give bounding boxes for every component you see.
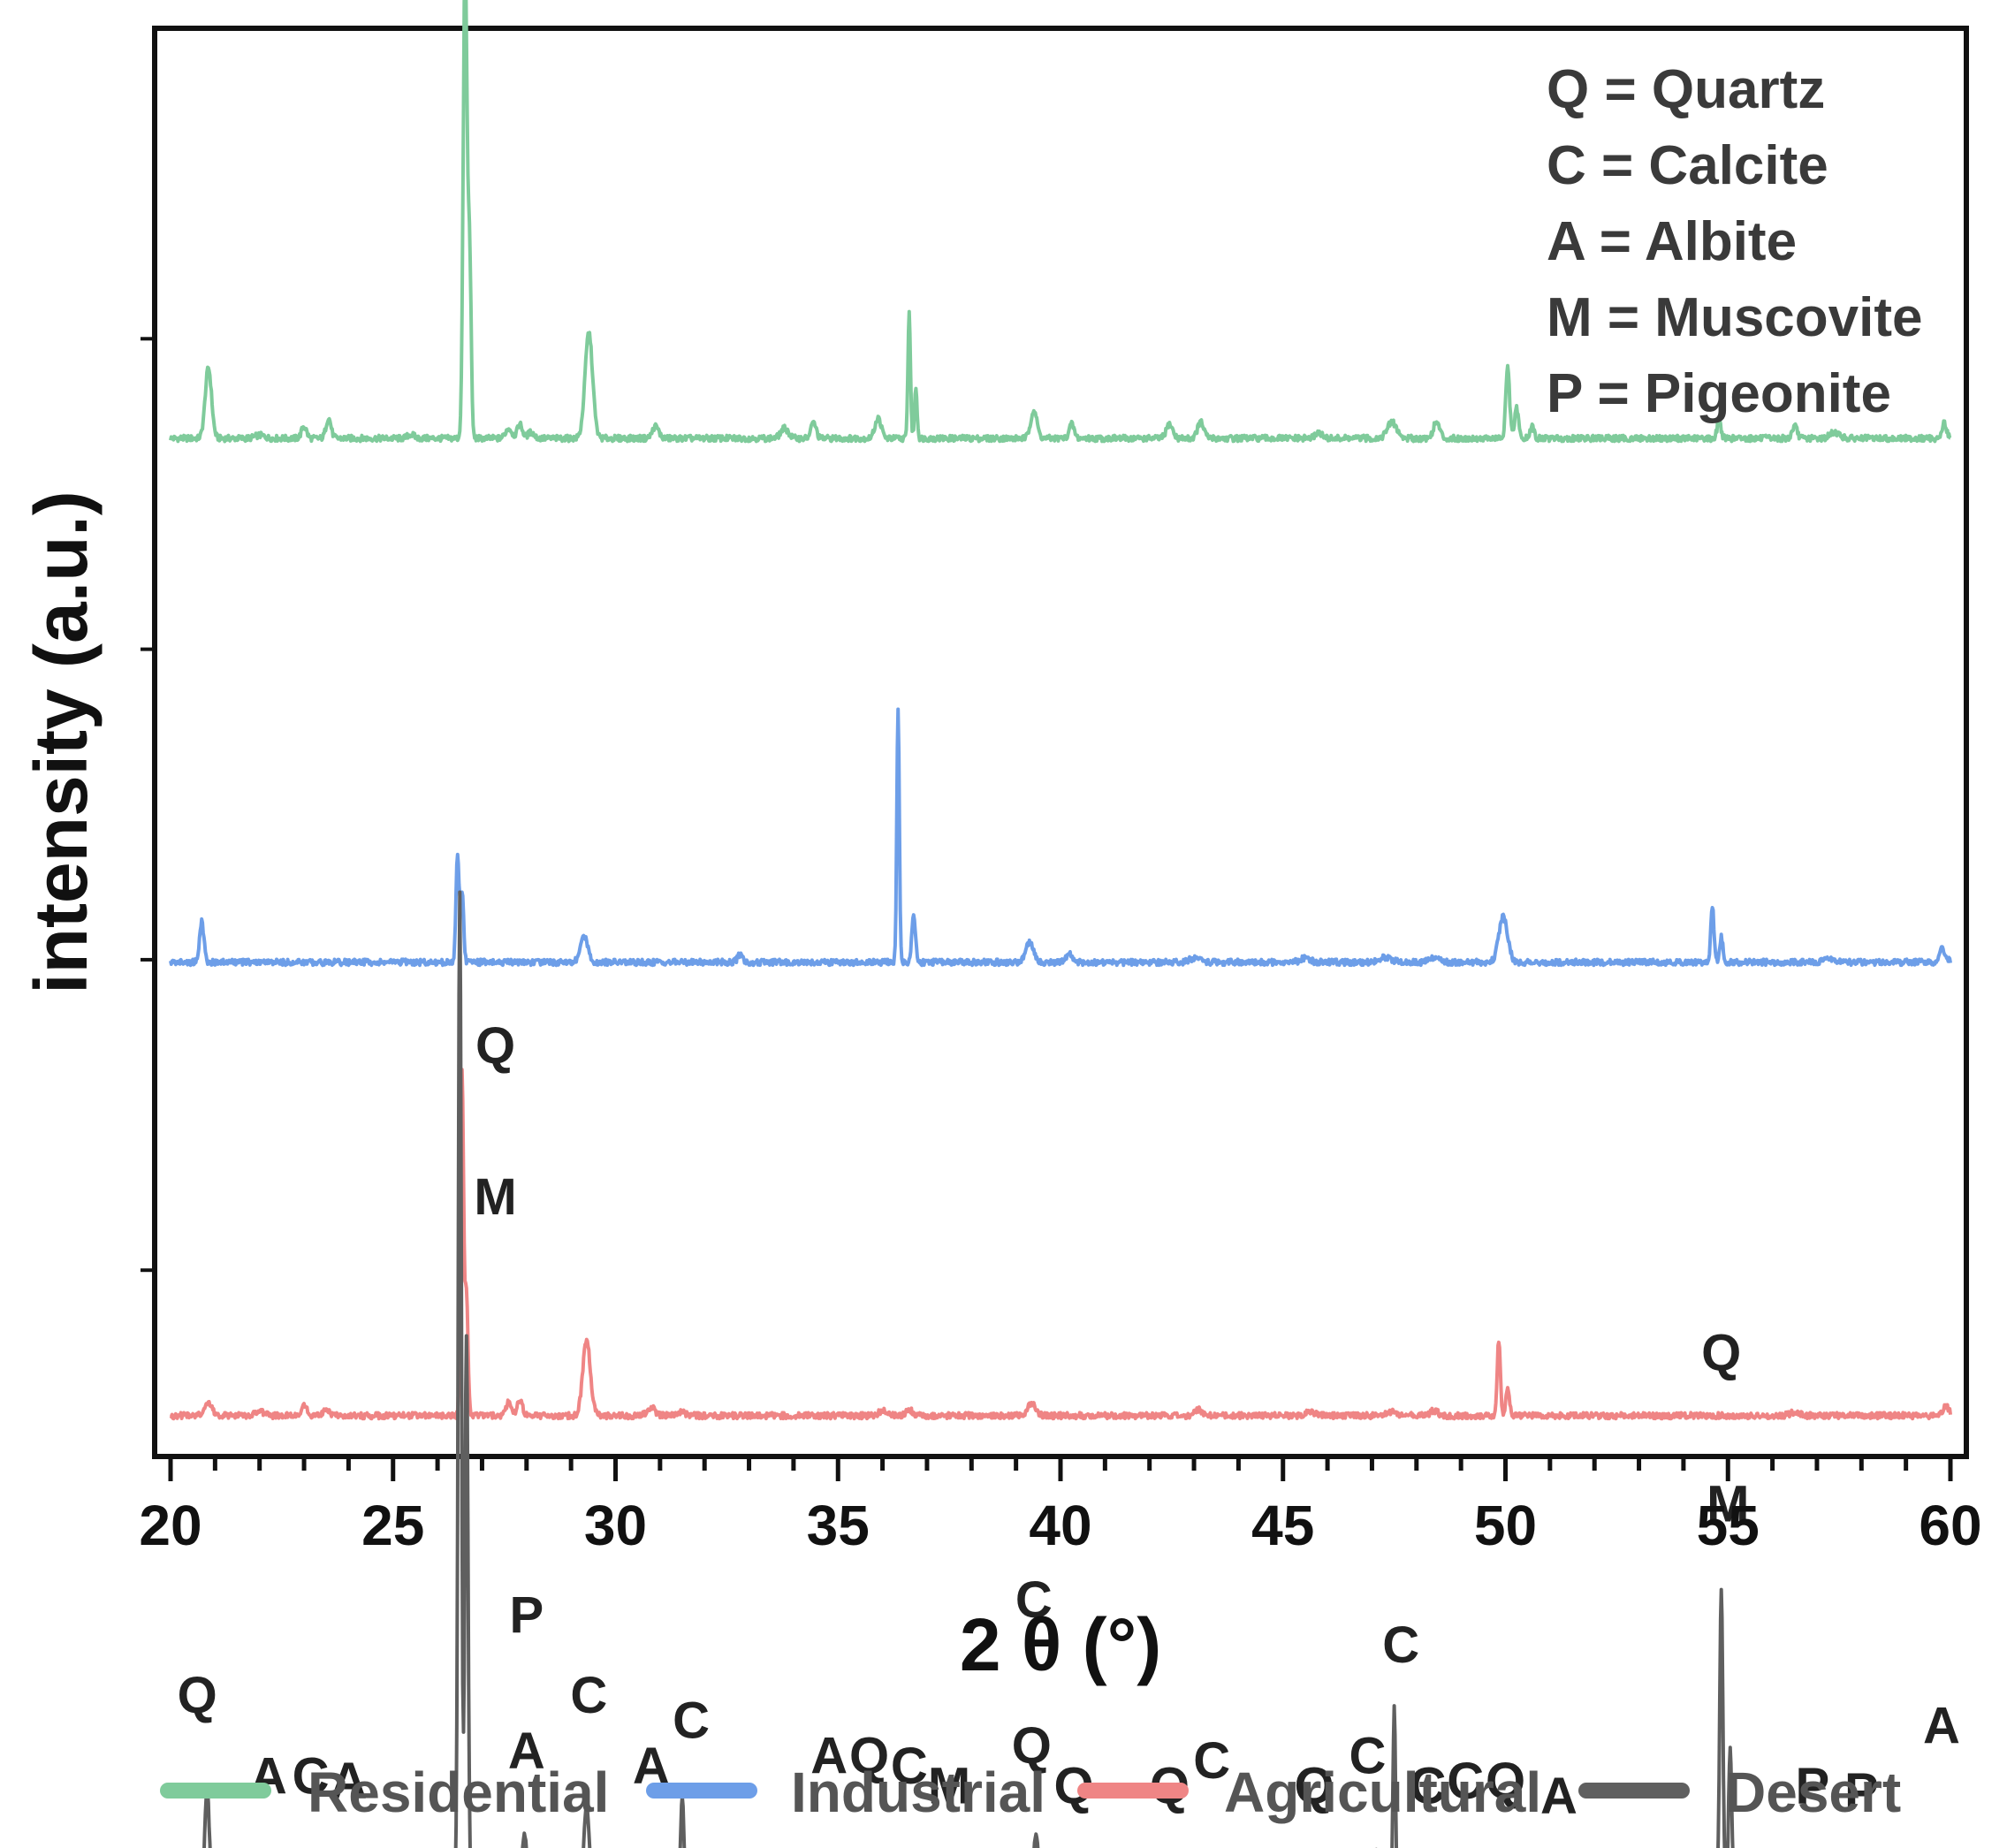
axes: 20 25 30 35 40 45 50 55 60 2 θ (°) intensity (a.u.… bbox=[19, 337, 1982, 1686]
peak-label: P bbox=[509, 1586, 544, 1644]
peak-label: Q bbox=[849, 1728, 889, 1785]
x-tick-label: 25 bbox=[361, 1494, 424, 1557]
x-tick-label: 60 bbox=[1919, 1494, 1981, 1557]
phase-key-entry: Q = Quartz bbox=[1547, 59, 1825, 120]
x-axis-title: 2 θ (°) bbox=[960, 1603, 1161, 1686]
peak-label: Q bbox=[1012, 1717, 1052, 1775]
legend-label-agricultural: Agricultural bbox=[1224, 1761, 1541, 1824]
x-tick-label: 30 bbox=[584, 1494, 647, 1557]
series-line-agricultural bbox=[169, 1068, 1952, 1421]
peak-label: A bbox=[508, 1723, 545, 1780]
peak-label: Q bbox=[1701, 1325, 1741, 1382]
phase-key-entry: M = Muscovite bbox=[1547, 287, 1923, 348]
x-tick-label: 40 bbox=[1029, 1494, 1091, 1557]
peak-label: C bbox=[570, 1667, 607, 1724]
legend-label-residential: Residential bbox=[308, 1761, 609, 1824]
legend-label-industrial: Industrial bbox=[791, 1761, 1045, 1824]
phase-key-entry: C = Calcite bbox=[1547, 135, 1828, 196]
peak-label: A bbox=[1923, 1697, 1960, 1754]
peak-label: P bbox=[1796, 1758, 1830, 1815]
peak-label: C bbox=[891, 1738, 928, 1795]
series-curves bbox=[169, 0, 1952, 1848]
peak-label: M bbox=[474, 1168, 516, 1226]
phase-key-entry: P = Pigeonite bbox=[1547, 363, 1891, 424]
peak-label: Q bbox=[1486, 1753, 1525, 1810]
legend-label-desert: Desert bbox=[1725, 1761, 1901, 1824]
series-line-desert bbox=[202, 890, 1735, 1848]
x-tick-label: 45 bbox=[1251, 1494, 1314, 1557]
peak-label: M bbox=[1707, 1476, 1749, 1533]
peak-label: Q bbox=[1294, 1758, 1334, 1815]
peak-label: C bbox=[1382, 1616, 1419, 1674]
phase-key-entry: A = Albite bbox=[1547, 211, 1797, 272]
x-tick-label: 55 bbox=[1697, 1494, 1760, 1557]
peak-label: C bbox=[673, 1692, 710, 1750]
peak-label: A bbox=[810, 1728, 848, 1785]
x-tick-label: 20 bbox=[139, 1494, 201, 1557]
peak-label: C bbox=[1349, 1728, 1386, 1785]
peak-label: C bbox=[293, 1747, 330, 1805]
peak-label: M bbox=[928, 1758, 970, 1815]
x-tick-label: 35 bbox=[807, 1494, 870, 1557]
peak-label: C bbox=[1409, 1758, 1446, 1815]
series-line-industrial bbox=[169, 707, 1952, 968]
peak-label: A bbox=[1540, 1768, 1577, 1825]
peak-label: C bbox=[1193, 1732, 1230, 1790]
phase-key: Q = Quartz C = Calcite A = Albite M = Musco… bbox=[1547, 59, 1923, 424]
x-tick-label: 50 bbox=[1474, 1494, 1537, 1557]
y-axis-title: intensity (a.u.) bbox=[19, 491, 103, 993]
peak-label: P bbox=[1844, 1762, 1879, 1820]
legend: Residential Industrial Agricultural Desert bbox=[160, 1761, 1901, 1824]
series-line-residential bbox=[169, 0, 1952, 444]
peak-label: Q bbox=[475, 1017, 515, 1075]
peak-label: C bbox=[1447, 1753, 1484, 1810]
peak-label: C bbox=[1015, 1571, 1053, 1629]
peak-annotations: QACAQMPACACAQCMCQQQCQCCCCQAQMPPA bbox=[178, 1017, 1960, 1825]
peak-label: A bbox=[330, 1753, 367, 1810]
peak-label: Q bbox=[178, 1667, 217, 1724]
